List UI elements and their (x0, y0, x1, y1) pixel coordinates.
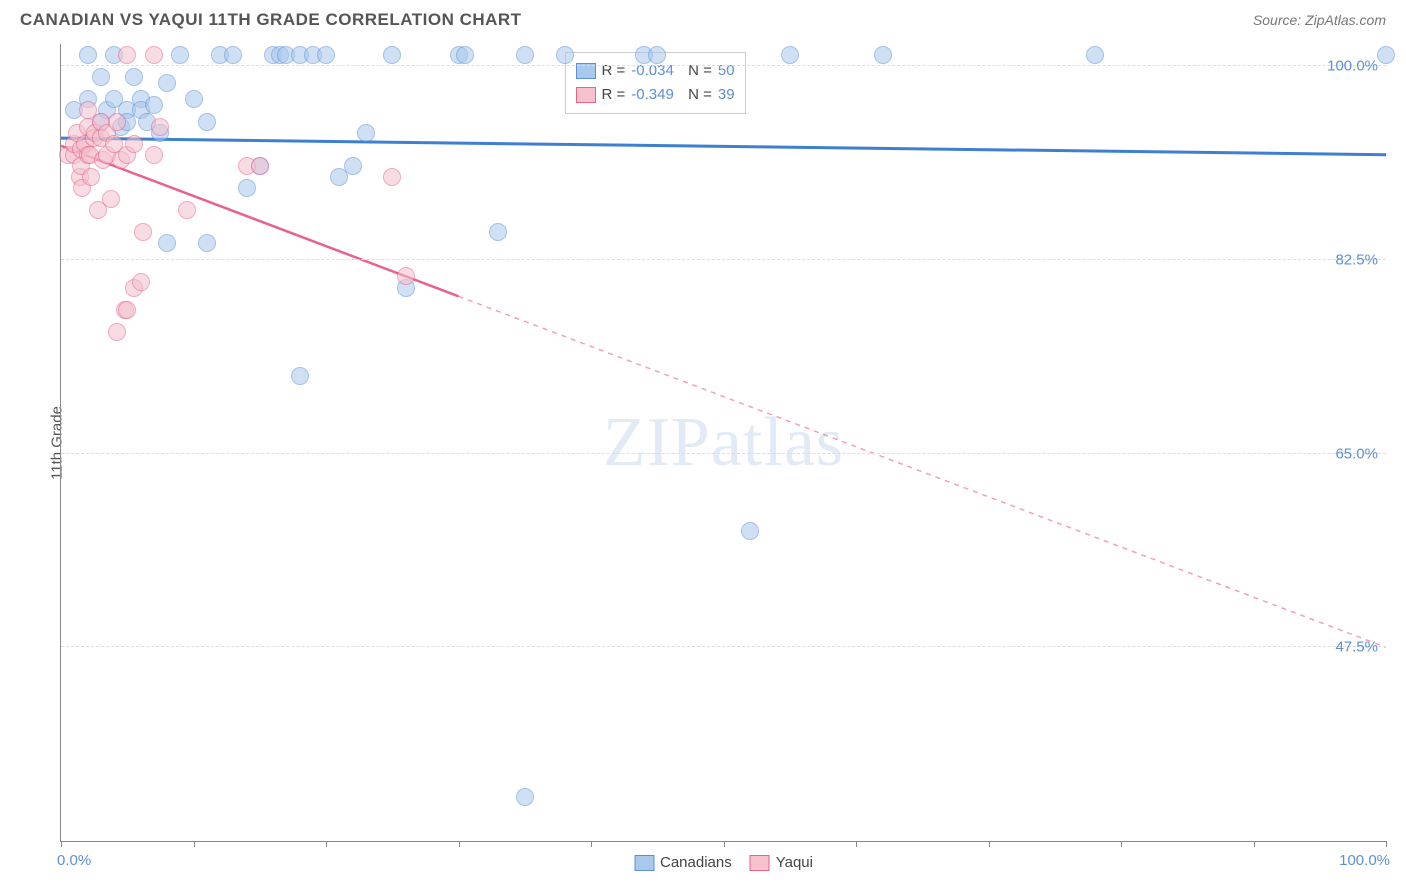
data-point (383, 168, 401, 186)
data-point (516, 788, 534, 806)
data-point (251, 157, 269, 175)
x-tick (1121, 841, 1122, 847)
data-point (118, 301, 136, 319)
plot-area: ZIPatlas R = -0.034 N = 50R = -0.349 N =… (60, 44, 1386, 842)
data-point (781, 46, 799, 64)
x-tick (989, 841, 990, 847)
data-point (145, 46, 163, 64)
data-point (357, 124, 375, 142)
data-point (556, 46, 574, 64)
data-point (145, 146, 163, 164)
data-point (108, 323, 126, 341)
gridline (61, 646, 1386, 647)
x-tick (856, 841, 857, 847)
y-tick-label: 47.5% (1335, 639, 1378, 656)
data-point (108, 113, 126, 131)
x-tick (61, 841, 62, 847)
data-point (118, 46, 136, 64)
data-point (741, 522, 759, 540)
gridline (61, 453, 1386, 454)
data-point (125, 68, 143, 86)
data-point (178, 201, 196, 219)
x-axis-min-label: 0.0% (57, 852, 91, 869)
chart-header: CANADIAN VS YAQUI 11TH GRADE CORRELATION… (0, 0, 1406, 38)
data-point (151, 118, 169, 136)
data-point (648, 46, 666, 64)
data-point (134, 223, 152, 241)
data-point (397, 267, 415, 285)
stats-legend-row: R = -0.349 N = 39 (576, 83, 735, 107)
data-point (79, 46, 97, 64)
data-point (238, 179, 256, 197)
data-point (456, 46, 474, 64)
legend-swatch (750, 855, 770, 871)
series-legend: Canadians Yaqui (634, 854, 813, 871)
source-attribution: Source: ZipAtlas.com (1253, 12, 1386, 28)
data-point (132, 273, 150, 291)
gridline (61, 259, 1386, 260)
data-point (489, 223, 507, 241)
data-point (125, 135, 143, 153)
data-point (158, 74, 176, 92)
y-tick-label: 82.5% (1335, 251, 1378, 268)
data-point (102, 190, 120, 208)
data-point (383, 46, 401, 64)
legend-item: Yaqui (750, 854, 813, 871)
x-axis-max-label: 100.0% (1339, 852, 1390, 869)
x-tick (591, 841, 592, 847)
data-point (171, 46, 189, 64)
legend-item: Canadians (634, 854, 732, 871)
x-tick (1386, 841, 1387, 847)
data-point (92, 68, 110, 86)
legend-swatch (576, 87, 596, 103)
data-point (198, 113, 216, 131)
data-point (1377, 46, 1395, 64)
data-point (317, 46, 335, 64)
data-point (158, 234, 176, 252)
x-tick (459, 841, 460, 847)
data-point (224, 46, 242, 64)
watermark: ZIPatlas (603, 403, 844, 483)
y-tick-label: 100.0% (1327, 58, 1378, 75)
x-tick (194, 841, 195, 847)
data-point (198, 234, 216, 252)
data-point (516, 46, 534, 64)
x-tick (1254, 841, 1255, 847)
y-tick-label: 65.0% (1335, 445, 1378, 462)
data-point (145, 96, 163, 114)
x-tick (326, 841, 327, 847)
data-point (185, 90, 203, 108)
gridline (61, 65, 1386, 66)
data-point (82, 168, 100, 186)
data-point (291, 367, 309, 385)
data-point (1086, 46, 1104, 64)
data-point (344, 157, 362, 175)
chart-container: 11th Grade ZIPatlas R = -0.034 N = 50R =… (50, 44, 1386, 842)
chart-title: CANADIAN VS YAQUI 11TH GRADE CORRELATION… (20, 10, 522, 30)
legend-swatch (634, 855, 654, 871)
x-tick (724, 841, 725, 847)
data-point (874, 46, 892, 64)
